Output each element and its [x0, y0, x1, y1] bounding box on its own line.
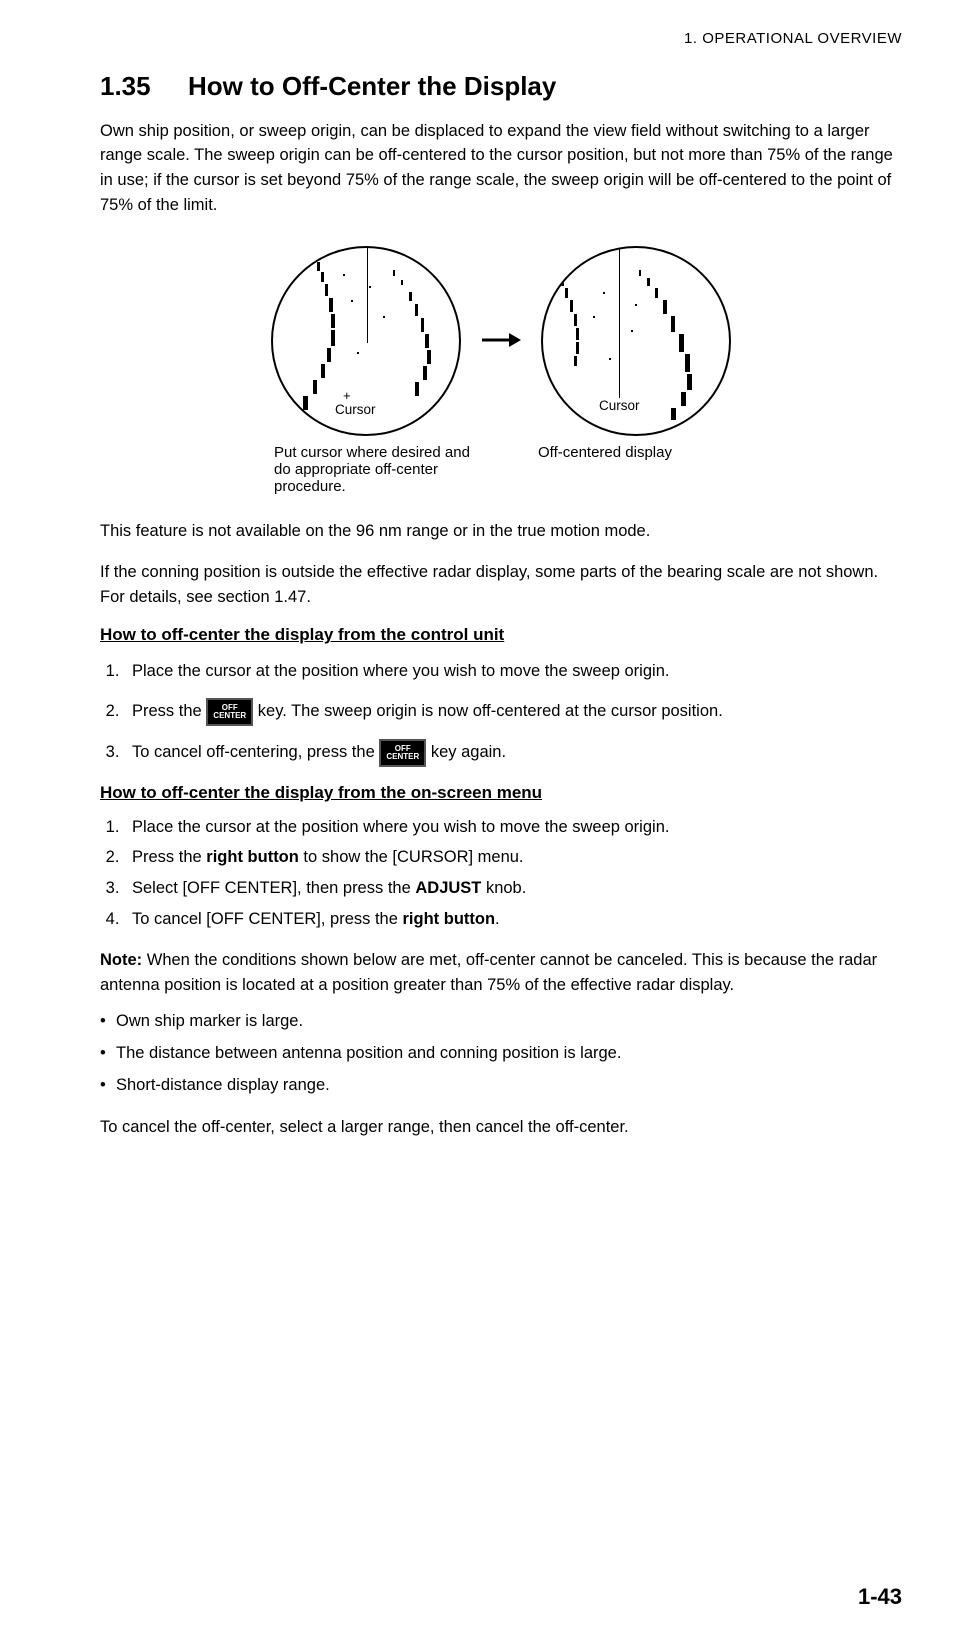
step-c3-b: key again.: [431, 743, 506, 761]
figure-row: + Cursor: [100, 246, 902, 436]
note-text: When the conditions shown below are met,…: [100, 951, 877, 994]
note-bullets: Own ship marker is large. The distance b…: [100, 1008, 902, 1099]
step-c2-a: Press the: [132, 702, 206, 720]
bullet-2: The distance between antenna position an…: [116, 1040, 902, 1066]
step-m2: Press the right button to show the [CURS…: [124, 845, 902, 870]
m3a: Select [OFF CENTER], then press the: [132, 879, 415, 897]
cursor-label-right: Cursor: [599, 398, 640, 413]
heading-control-unit: How to off-center the display from the c…: [100, 625, 902, 645]
bullet-1: Own ship marker is large.: [116, 1008, 902, 1034]
section-number: 1.35: [100, 71, 188, 102]
step-c1: Place the cursor at the position where y…: [124, 657, 902, 685]
step-m4: To cancel [OFF CENTER], press the right …: [124, 907, 902, 932]
note-paragraph: Note: When the conditions shown below ar…: [100, 948, 902, 998]
m3b: ADJUST: [415, 879, 481, 897]
m4c: .: [495, 910, 500, 928]
radar-left: + Cursor: [271, 246, 461, 436]
step-c3: To cancel off-centering, press the OFFCE…: [124, 738, 902, 767]
step-c2: Press the OFFCENTER key. The sweep origi…: [124, 697, 902, 726]
step-m3: Select [OFF CENTER], then press the ADJU…: [124, 876, 902, 901]
heading-onscreen-menu: How to off-center the display from the o…: [100, 783, 902, 803]
off-center-key-icon: OFFCENTER: [379, 739, 426, 767]
after-figure-1: This feature is not available on the 96 …: [100, 519, 902, 544]
after-figure-2: If the conning position is outside the e…: [100, 560, 902, 610]
cursor-label-left: Cursor: [335, 402, 376, 417]
m4a: To cancel [OFF CENTER], press the: [132, 910, 403, 928]
step-c3-a: To cancel off-centering, press the: [132, 743, 379, 761]
radar-right: Cursor: [541, 246, 731, 436]
intro-paragraph: Own ship position, or sweep origin, can …: [100, 119, 902, 218]
steps-menu: Place the cursor at the position where y…: [100, 815, 902, 932]
step-c2-b: key. The sweep origin is now off-centere…: [258, 702, 723, 720]
steps-control: Place the cursor at the position where y…: [100, 657, 902, 766]
m2a: Press the: [132, 848, 206, 866]
m2c: to show the [CURSOR] menu.: [299, 848, 524, 866]
page-header: 1. OPERATIONAL OVERVIEW: [100, 30, 902, 47]
off-center-key-icon: OFFCENTER: [206, 698, 253, 726]
m4b: right button: [403, 910, 496, 928]
figure-captions: Put cursor where desired and do appropri…: [100, 444, 902, 495]
note-label: Note:: [100, 951, 142, 969]
caption-right: Off-centered display: [538, 444, 728, 495]
section-heading: 1.35 How to Off-Center the Display: [100, 71, 902, 102]
section-title: How to Off-Center the Display: [188, 71, 556, 102]
tail-paragraph: To cancel the off-center, select a large…: [100, 1115, 902, 1140]
cursor-cross-icon: +: [343, 388, 351, 403]
page-number: 1-43: [858, 1584, 902, 1610]
m3c: knob.: [481, 879, 526, 897]
m2b: right button: [206, 848, 299, 866]
arrow-icon: [481, 324, 521, 358]
step-m1: Place the cursor at the position where y…: [124, 815, 902, 840]
caption-left: Put cursor where desired and do appropri…: [274, 444, 484, 495]
bullet-3: Short-distance display range.: [116, 1072, 902, 1098]
